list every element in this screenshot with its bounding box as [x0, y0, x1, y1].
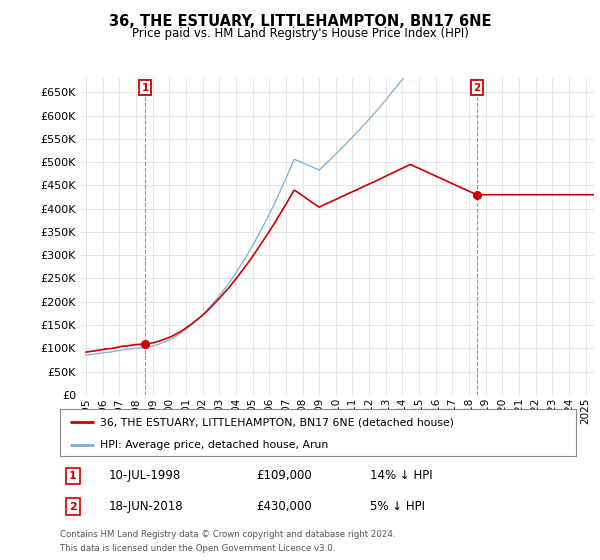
Text: 5% ↓ HPI: 5% ↓ HPI [370, 500, 425, 513]
Text: Price paid vs. HM Land Registry's House Price Index (HPI): Price paid vs. HM Land Registry's House … [131, 27, 469, 40]
Text: 2: 2 [473, 83, 481, 93]
Text: 2: 2 [69, 502, 77, 511]
Text: 10-JUL-1998: 10-JUL-1998 [109, 469, 181, 482]
Text: £430,000: £430,000 [256, 500, 312, 513]
Text: 14% ↓ HPI: 14% ↓ HPI [370, 469, 432, 482]
Text: 18-JUN-2018: 18-JUN-2018 [109, 500, 184, 513]
Text: 36, THE ESTUARY, LITTLEHAMPTON, BN17 6NE: 36, THE ESTUARY, LITTLEHAMPTON, BN17 6NE [109, 14, 491, 29]
Text: 36, THE ESTUARY, LITTLEHAMPTON, BN17 6NE (detached house): 36, THE ESTUARY, LITTLEHAMPTON, BN17 6NE… [100, 417, 454, 427]
Text: This data is licensed under the Open Government Licence v3.0.: This data is licensed under the Open Gov… [60, 544, 335, 553]
Text: Contains HM Land Registry data © Crown copyright and database right 2024.: Contains HM Land Registry data © Crown c… [60, 530, 395, 539]
Text: 1: 1 [69, 471, 77, 480]
Text: 1: 1 [142, 83, 149, 93]
Text: £109,000: £109,000 [256, 469, 312, 482]
Text: HPI: Average price, detached house, Arun: HPI: Average price, detached house, Arun [100, 440, 328, 450]
